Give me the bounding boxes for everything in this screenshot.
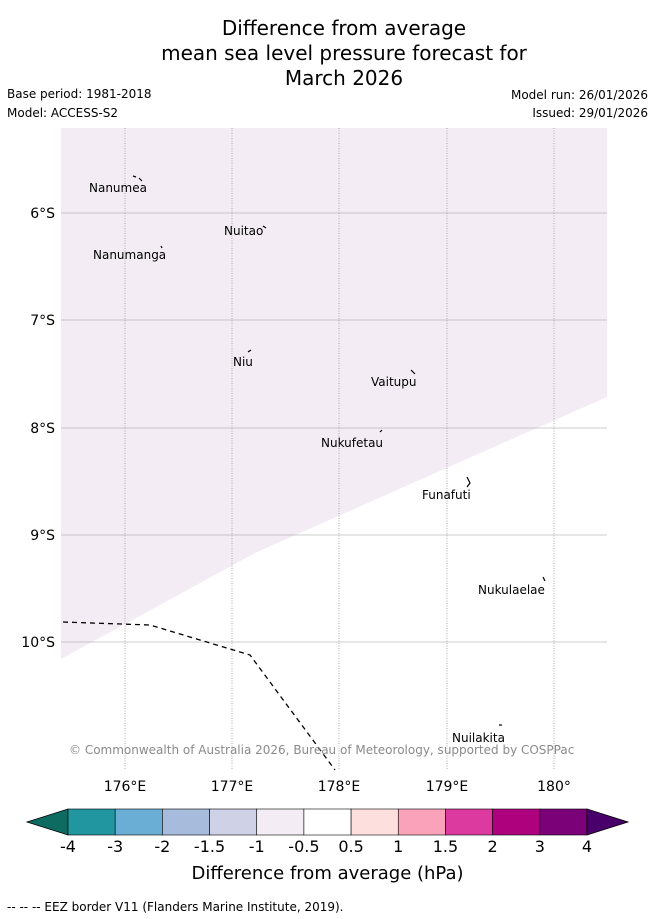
colorbar-tick-label: 3 xyxy=(534,837,545,856)
lat-label-9s: 9°S xyxy=(30,528,55,544)
place-label-nanumea: Nanumea xyxy=(89,181,147,195)
map-title: Difference from average mean sea level p… xyxy=(0,16,655,91)
colorbar-tick-label: -3 xyxy=(107,837,124,856)
colorbar-segment xyxy=(350,808,399,836)
colorbar xyxy=(25,808,630,836)
colorbar-segment xyxy=(303,808,352,836)
colorbar-arrow-right xyxy=(586,808,630,836)
lat-label-8s: 8°S xyxy=(30,421,55,437)
title-line-1: Difference from average xyxy=(221,16,467,40)
colorbar-tick-label: -2 xyxy=(154,837,171,856)
place-label-vaitupu: Vaitupu xyxy=(371,375,417,389)
eez-border xyxy=(62,621,336,771)
colorbar-tick-label: -1 xyxy=(248,837,265,856)
colorbar-segment xyxy=(162,808,210,836)
title-line-2: mean sea level pressure forecast for xyxy=(161,41,527,65)
model-run: Model run: 26/01/2026 xyxy=(510,88,648,102)
lat-label-6s: 6°S xyxy=(30,206,55,222)
island-nuitao xyxy=(262,225,267,229)
anomaly-region xyxy=(61,128,607,659)
island-funafuti xyxy=(466,476,471,488)
colorbar-tick-label: 0.5 xyxy=(338,837,364,856)
colorbar-segment xyxy=(492,808,541,836)
lat-label-7s: 7°S xyxy=(30,313,55,329)
colorbar-segments xyxy=(67,808,588,836)
colorbar-arrow-left xyxy=(25,808,69,836)
copyright-notice: © Commonwealth of Australia 2026, Bureau… xyxy=(69,743,574,757)
issued-date: Issued: 29/01/2026 xyxy=(532,106,648,120)
island-vaitupu xyxy=(410,369,416,375)
lon-label-179e: 179°E xyxy=(426,779,469,795)
island-nukufetau xyxy=(379,429,383,433)
place-label-nukulaelae: Nukulaelae xyxy=(478,583,545,597)
colorbar-segment xyxy=(445,808,493,836)
place-label-nanumanga: Nanumanga xyxy=(93,248,166,262)
colorbar-tick-label: -0.5 xyxy=(288,837,320,856)
islands xyxy=(132,175,546,726)
colorbar-tick-label: 4 xyxy=(581,837,593,856)
island-nanumanga xyxy=(160,245,163,249)
island-nukulaelae xyxy=(542,576,546,582)
colorbar-segment xyxy=(209,808,258,836)
place-label-funafuti: Funafuti xyxy=(422,488,471,502)
colorbar-segment xyxy=(397,808,446,836)
colorbar-tick-label: 1.5 xyxy=(432,837,459,856)
title-line-3: March 2026 xyxy=(284,66,404,90)
model-name: Model: ACCESS-S2 xyxy=(7,106,119,120)
place-label-nukufetau: Nukufetau xyxy=(321,436,383,450)
eez-legend: -- -- -- EEZ border V11 (Flanders Marine… xyxy=(7,900,344,914)
colorbar-tick-label: -4 xyxy=(60,837,76,856)
place-label-nuilakita: Nuilakita xyxy=(452,731,505,745)
lat-label-10s: 10°S xyxy=(21,635,55,651)
place-label-nuitao: Nuitao xyxy=(224,224,263,238)
island-nanumea xyxy=(132,175,143,182)
colorbar-tick-label: 2 xyxy=(487,837,498,856)
base-period: Base period: 1981-2018 xyxy=(7,87,152,101)
colorbar-segment xyxy=(539,808,588,836)
colorbar-tick-label: -1.5 xyxy=(193,837,226,856)
colorbar-title: Difference from average (hPa) xyxy=(191,863,464,884)
colorbar-segment xyxy=(67,808,116,836)
lon-label-178e: 178°E xyxy=(318,779,361,795)
lon-label-177e: 177°E xyxy=(211,779,254,795)
island-niu xyxy=(247,349,252,353)
colorbar-tick-label: 1 xyxy=(393,837,404,856)
colorbar-segment xyxy=(114,808,163,836)
lon-label-176e: 176°E xyxy=(104,779,147,795)
lon-label-180: 180° xyxy=(537,779,571,795)
place-label-niu: Niu xyxy=(233,355,253,369)
colorbar-segment xyxy=(256,808,305,836)
gridlines xyxy=(61,128,607,770)
